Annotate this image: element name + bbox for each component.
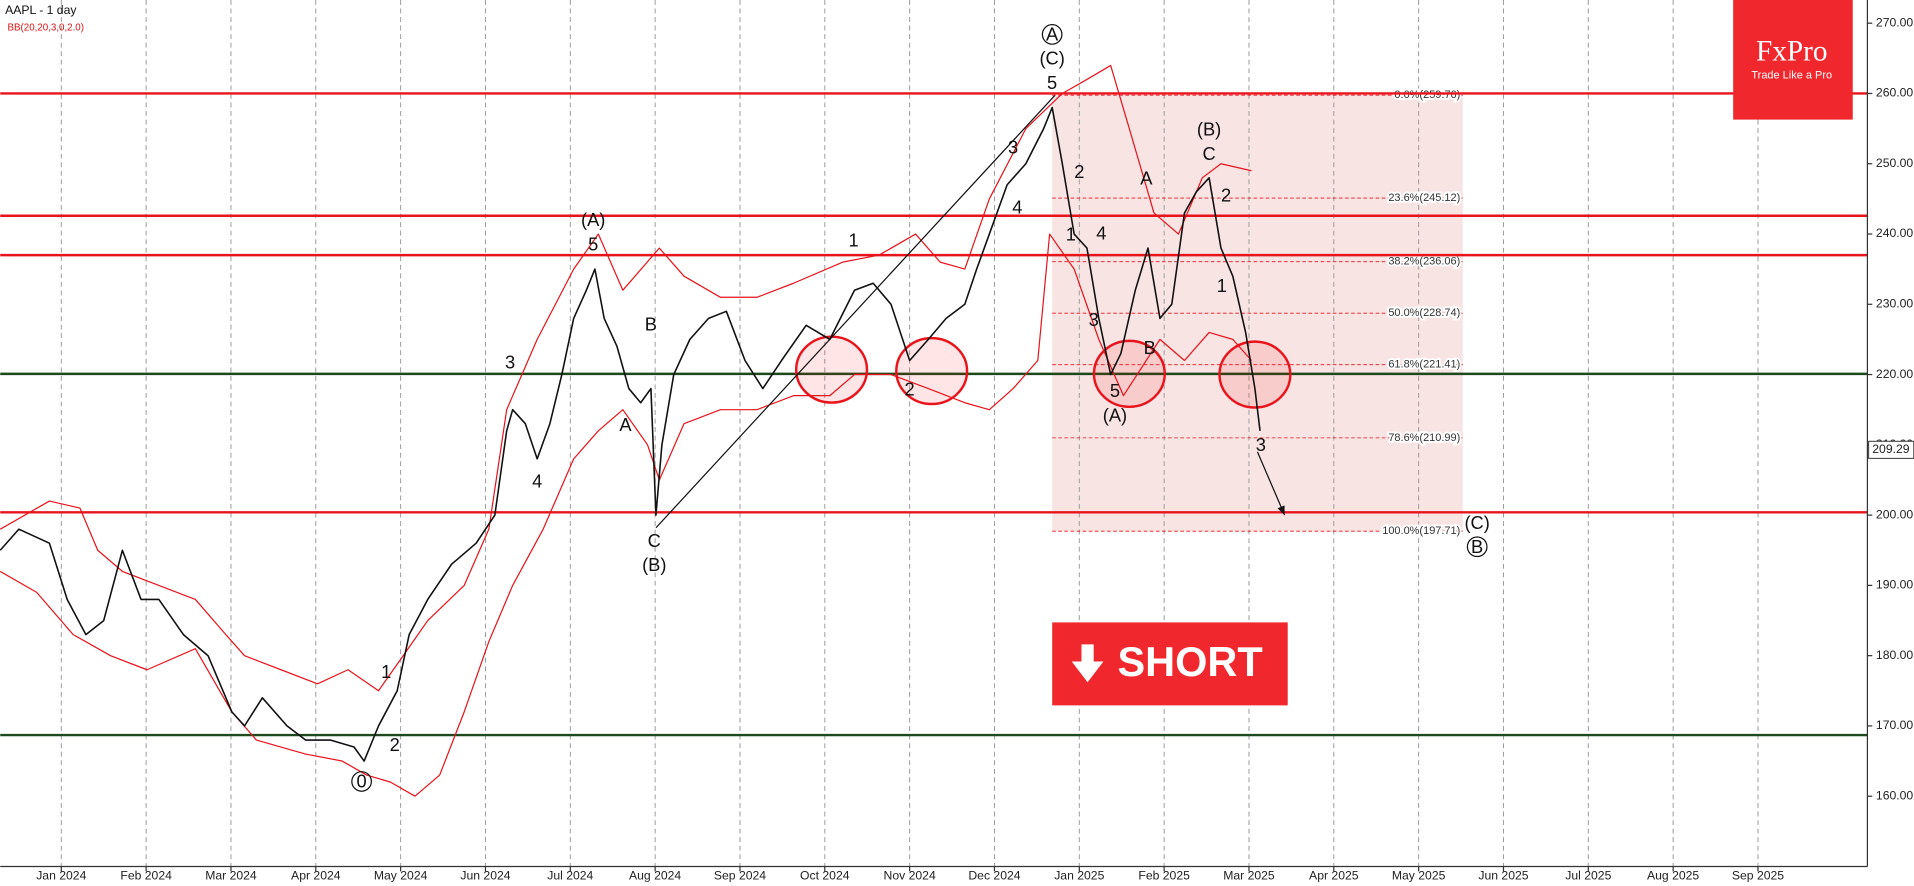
x-tick-label: Jun 2024 [460, 868, 510, 882]
wave-label: 2 [1074, 161, 1084, 182]
chart-title: AAPL - 1 day [5, 3, 77, 17]
x-tick-label: Feb 2025 [1138, 868, 1190, 882]
y-tick-label: 250.00 [1876, 156, 1913, 170]
signal-text: SHORT [1117, 638, 1262, 685]
x-tick-label: Jan 2024 [36, 868, 86, 882]
logo-tagline: Trade Like a Pro [1751, 70, 1832, 82]
x-tick-label: Apr 2025 [1309, 868, 1359, 882]
x-tick-label: Jan 2025 [1054, 868, 1104, 882]
x-tick-label: Jun 2025 [1478, 868, 1528, 882]
x-tick-label: Feb 2024 [120, 868, 172, 882]
fib-label: 61.8%(221.41) [1388, 359, 1460, 371]
wave-label: 1 [849, 229, 859, 250]
fib-label: 78.6%(210.99) [1388, 432, 1460, 444]
wave-label: 3 [1008, 137, 1018, 158]
wave-label: 4 [1096, 222, 1106, 243]
wave-label: B [1471, 536, 1483, 557]
x-tick-label: Aug 2024 [629, 868, 681, 882]
x-tick-label: Apr 2024 [291, 868, 341, 882]
y-tick-label: 180.00 [1876, 648, 1913, 662]
wave-label: 1 [1066, 224, 1076, 245]
wave-label: B [1144, 337, 1156, 358]
fib-label: 38.2%(236.06) [1388, 256, 1460, 268]
logo-box [1733, 0, 1853, 120]
x-tick-label: May 2025 [1392, 868, 1446, 882]
wave-label: C [1202, 143, 1215, 164]
wave-label: 2 [1221, 184, 1231, 205]
wave-label: (B) [1197, 118, 1221, 139]
wave-label: 2 [905, 378, 915, 399]
wave-label: 0 [357, 770, 367, 791]
trend-line [655, 95, 1056, 529]
wave-label: 3 [505, 352, 515, 373]
wave-label: 1 [1217, 275, 1227, 296]
fib-label: 50.0%(228.74) [1388, 307, 1460, 319]
y-tick-label: 160.00 [1876, 788, 1913, 802]
wave-label: 3 [1256, 434, 1266, 455]
y-tick-label: 260.00 [1876, 86, 1913, 100]
x-tick-label: Mar 2025 [1223, 868, 1275, 882]
x-tick-label: Nov 2024 [884, 868, 936, 882]
x-tick-label: Jul 2024 [547, 868, 593, 882]
wave-label: (A) [581, 209, 605, 230]
highlight-circle [1218, 340, 1292, 409]
x-tick-label: Sep 2024 [714, 868, 766, 882]
x-tick-label: Mar 2024 [205, 868, 257, 882]
y-tick-label: 170.00 [1876, 718, 1913, 732]
wave-label: (A) [1103, 404, 1127, 425]
y-tick-label: 220.00 [1876, 367, 1913, 381]
wave-label: C [648, 530, 661, 551]
x-tick-label: Sep 2025 [1732, 868, 1784, 882]
wave-label: (C) [1039, 47, 1064, 68]
wave-label: 4 [532, 470, 542, 491]
wave-label: 5 [1047, 72, 1057, 93]
wave-label: 5 [1110, 380, 1120, 401]
fib-label: 23.6%(245.12) [1388, 192, 1460, 204]
wave-label: A [1140, 168, 1153, 189]
bollinger-upper [0, 64, 1252, 692]
wave-label: 5 [588, 234, 598, 255]
price-line [0, 106, 1261, 762]
wave-label: 4 [1012, 196, 1022, 217]
y-tick-label: 270.00 [1876, 15, 1913, 29]
annotation-circle [1041, 24, 1063, 45]
forecast-arrow [1256, 451, 1286, 516]
fib-label: 100.0%(197.71) [1382, 525, 1460, 537]
wave-label: 1 [381, 661, 391, 682]
wave-label: 2 [390, 734, 400, 755]
signal-arrow [1071, 644, 1104, 683]
x-tick-label: Aug 2025 [1647, 868, 1699, 882]
wave-label: B [645, 314, 657, 335]
y-tick-label: 240.00 [1876, 226, 1913, 240]
y-tick-label: 230.00 [1876, 297, 1913, 311]
annotation-circle [1466, 536, 1488, 558]
wave-label: (B) [642, 554, 666, 575]
last-price-label: 209.29 [1872, 442, 1909, 456]
fib-label: 0.0%(259.76) [1394, 89, 1460, 101]
y-tick-label: 190.00 [1876, 578, 1913, 592]
highlight-circle [1092, 339, 1166, 409]
y-tick-label: 200.00 [1876, 507, 1913, 521]
x-tick-label: Dec 2024 [968, 868, 1020, 882]
wave-label: A [619, 414, 632, 435]
arrow-head [1277, 505, 1285, 516]
annotation-circle [351, 771, 372, 792]
x-tick-label: Oct 2024 [800, 868, 850, 882]
wave-label: (C) [1464, 512, 1489, 533]
x-tick-label: Jul 2025 [1565, 868, 1611, 882]
logo-name: FxPro [1756, 35, 1828, 67]
highlight-circle [794, 335, 869, 404]
wave-label: A [1046, 23, 1059, 44]
x-tick-label: May 2024 [374, 868, 428, 882]
indicator-label: BB(20,20,3,0,2.0) [8, 23, 84, 34]
wave-label: 3 [1089, 309, 1099, 330]
